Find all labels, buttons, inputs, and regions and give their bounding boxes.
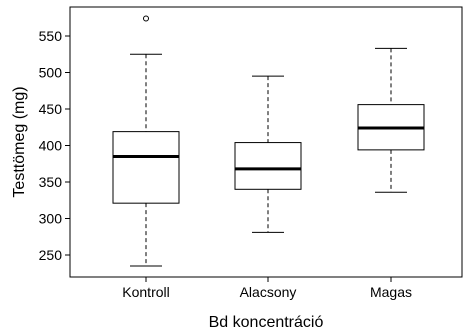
y-tick-label: 350 — [39, 174, 63, 190]
x-axis: Kontroll Alacsony Magas — [122, 277, 412, 300]
box-alacsony — [234, 75, 302, 233]
x-tick-label: Alacsony — [240, 284, 297, 300]
iqr-box — [112, 131, 180, 204]
x-tick-label: Magas — [370, 284, 412, 300]
y-tick-label: 550 — [39, 28, 63, 44]
iqr-box — [234, 142, 302, 190]
box-magas — [357, 47, 425, 193]
y-tick-label: 500 — [39, 65, 63, 81]
x-tick-label: Kontroll — [122, 284, 169, 300]
outlier-point — [143, 15, 149, 22]
y-tick-label: 400 — [39, 138, 63, 154]
boxes-group — [112, 15, 425, 267]
y-axis-title: Testtömeg (mg) — [11, 86, 28, 197]
plot-frame — [69, 6, 463, 278]
box-kontroll — [112, 15, 180, 267]
y-tick-label: 300 — [39, 211, 63, 227]
y-tick-label: 250 — [39, 247, 63, 263]
x-axis-title: Bd koncentráció — [209, 314, 324, 331]
y-tick-label: 450 — [39, 101, 63, 117]
y-axis: 250 300 350 400 450 500 550 — [39, 28, 70, 263]
